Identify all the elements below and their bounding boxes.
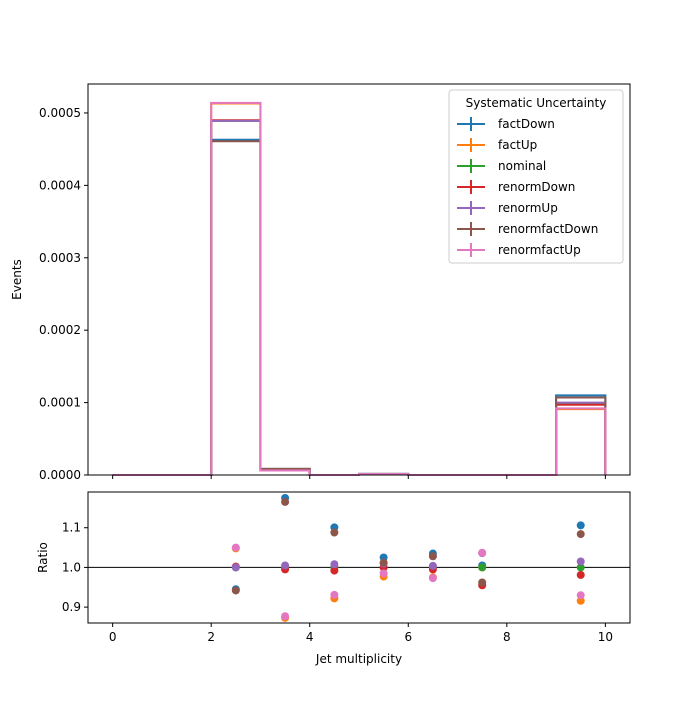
legend-label-nominal: nominal	[498, 159, 546, 173]
legend-box	[448, 89, 624, 264]
ratio-y-tick-label: 1.0	[62, 560, 81, 574]
ratio-point-renormfactDown	[478, 578, 487, 587]
ratio-point-renormfactUp	[379, 569, 388, 578]
histogram-series-renormfactUp	[112, 101, 607, 476]
ratio-x-tick-label: 4	[306, 630, 314, 644]
ratio-point-renormfactDown	[330, 528, 339, 537]
histogram-y-tick-label: 0.0005	[39, 106, 81, 120]
ratio-x-tick-label: 8	[503, 630, 511, 644]
ratio-point-renormfactDown	[576, 530, 585, 539]
ratio-point-factDown	[576, 521, 585, 530]
histogram-y-tick-label: 0.0003	[39, 251, 81, 265]
ratio-point-renormDown	[576, 570, 585, 579]
legend-title: Systematic Uncertainty	[466, 96, 607, 110]
histogram-y-tick-label: 0.0004	[39, 178, 81, 192]
legend-label-renormfactUp: renormfactUp	[498, 243, 581, 257]
ratio-x-tick-label: 10	[598, 630, 613, 644]
histogram-frame	[87, 83, 631, 476]
ratio-point-renormUp	[281, 561, 290, 570]
ratio-point-renormUp	[576, 557, 585, 566]
ratio-point-renormfactUp	[330, 590, 339, 599]
ratio-point-renormfactDown	[379, 558, 388, 567]
ratio-point-renormDown	[330, 566, 339, 575]
legend-label-renormfactDown: renormfactDown	[498, 222, 598, 236]
ratio-point-renormfactDown	[281, 497, 290, 506]
ratio-point-renormfactUp	[231, 543, 240, 552]
ratio-y-axis-label: Ratio	[36, 542, 50, 573]
ratio-point-renormfactUp	[281, 612, 290, 621]
ratio-x-tick-label: 6	[404, 630, 412, 644]
ratio-frame	[87, 491, 631, 624]
ratio-point-factUp	[576, 596, 585, 605]
ratio-point-renormfactDown	[428, 552, 437, 561]
legend-label-renormUp: renormUp	[498, 201, 558, 215]
ratio-y-tick-label: 0.9	[62, 600, 81, 614]
histogram-panel: 0.0000 0.0001 0.0002 0.0003 0.0004 0.0005 Even…	[10, 83, 631, 482]
ratio-point-renormfactUp	[576, 591, 585, 600]
ratio-point-renormUp	[231, 563, 240, 572]
ratio-y-tick-label: 1.1	[62, 521, 81, 535]
ratio-point-renormUp	[428, 561, 437, 570]
ratio-point-renormfactDown	[231, 586, 240, 595]
ratio-point-renormfactUp	[478, 548, 487, 557]
ratio-x-axis-label: Jet multiplicity	[315, 652, 402, 666]
histogram-y-tick-label: 0.0002	[39, 323, 81, 337]
ratio-panel: 0.9 1.0 1.1 0 2 4 6 8 10 Ratio Jet multiplicity	[36, 491, 631, 666]
legend-label-factDown: factDown	[498, 117, 555, 131]
ratio-point-nominal	[576, 563, 585, 572]
ratio-point-renormfactUp	[428, 574, 437, 583]
legend-label-factUp: factUp	[498, 138, 537, 152]
ratio-x-tick-label: 2	[207, 630, 215, 644]
histogram-y-tick-label: 0.0001	[39, 396, 81, 410]
ratio-x-tick-label: 0	[109, 630, 117, 644]
legend-label-renormDown: renormDown	[498, 180, 575, 194]
histogram-y-tick-label: 0.0000	[39, 468, 81, 482]
ratio-plot-area	[88, 492, 630, 623]
ratio-point-renormUp	[330, 560, 339, 569]
histogram-y-axis-label: Events	[10, 259, 24, 300]
ratio-point-nominal	[478, 563, 487, 572]
